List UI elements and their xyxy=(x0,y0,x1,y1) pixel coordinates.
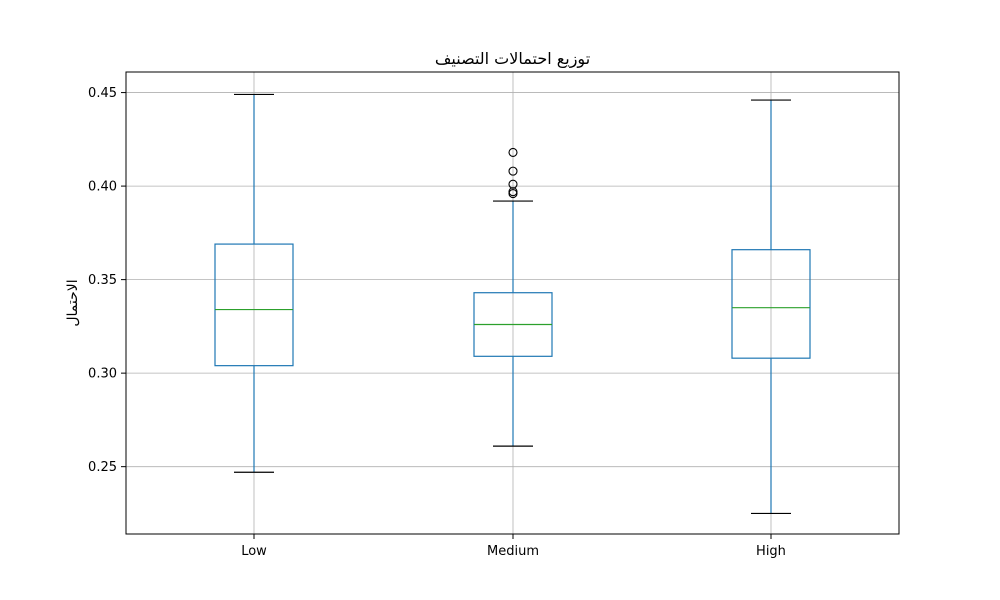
y-tick-label: 0.40 xyxy=(88,180,117,195)
axis-layer: 0.25 0.30 0.35 0.40 0.45 Low Medium High xyxy=(88,86,786,559)
chart-title: توزيع احتمالات التصنيف xyxy=(435,49,590,69)
box-low xyxy=(214,243,294,367)
outlier-point xyxy=(508,147,518,157)
x-tick-label: Medium xyxy=(487,544,539,559)
box-high xyxy=(731,249,811,359)
y-axis-label: الاحتمال xyxy=(65,279,81,326)
x-tick-label: High xyxy=(756,544,786,559)
x-tick-label: Low xyxy=(241,544,267,559)
y-tick-label: 0.45 xyxy=(88,86,117,101)
outlier-point xyxy=(508,166,518,176)
outlier-point xyxy=(508,179,518,189)
y-tick-label: 0.25 xyxy=(88,460,117,475)
grid-layer xyxy=(126,72,899,534)
plot-frame xyxy=(125,71,900,535)
y-tick-label: 0.30 xyxy=(88,367,117,382)
box-layer xyxy=(214,93,811,515)
y-tick-label: 0.35 xyxy=(88,273,117,288)
